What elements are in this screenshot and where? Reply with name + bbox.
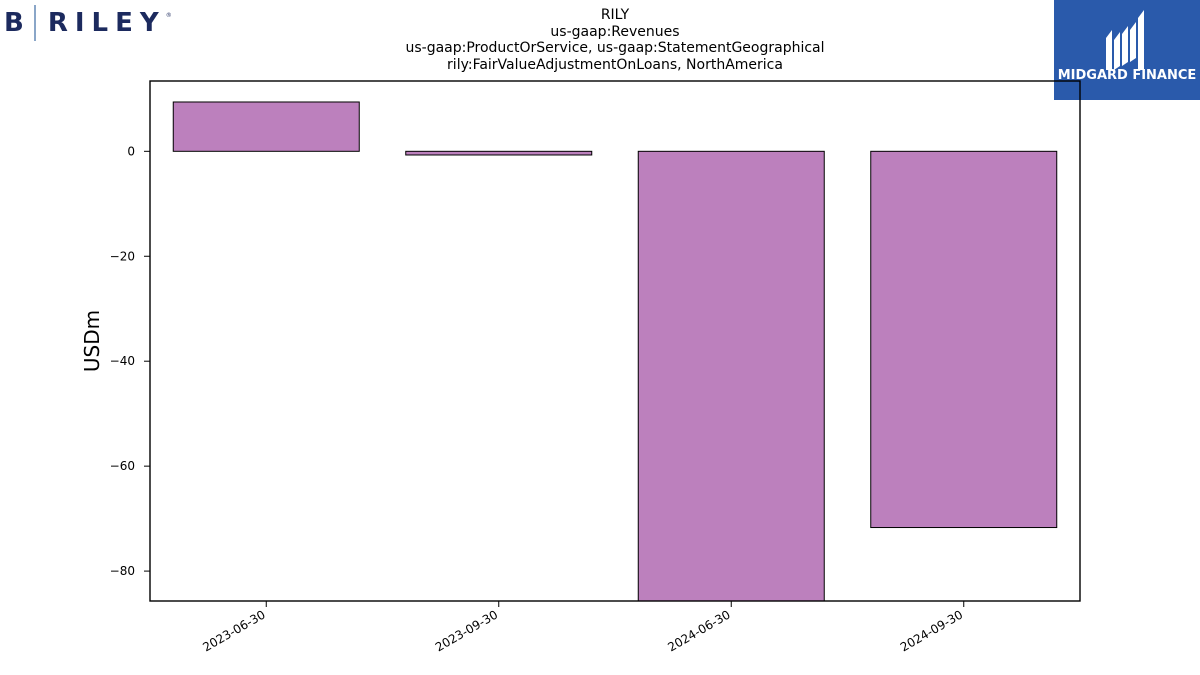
midgard-emblem-icon [1106,10,1144,70]
logo-riley-text: RILEY [47,8,166,38]
x-tick-label: 2023-06-30 [200,607,267,654]
x-tick-label: 2024-09-30 [898,607,965,654]
chart-title-line-2: us-gaap:Revenues [550,23,680,40]
chart-title-line-4: rily:FairValueAdjustmentOnLoans, NorthAm… [447,56,783,73]
logo-registered-mark: ® [165,12,172,19]
bar-2024-09-30 [870,150,1058,529]
y-axis-label: USDm [80,309,104,373]
chart-title: RILY us-gaap:Revenues us-gaap:ProductOrS… [0,7,1200,73]
logo-b-letter: B [4,8,24,38]
bar-2024-06-30 [637,150,825,601]
chart-title-line-3: us-gaap:ProductOrService, us-gaap:Statem… [405,40,825,56]
y-tick-label: −40 [110,354,135,368]
x-tick-label: 2023-09-30 [433,607,500,654]
bar-2023-06-30 [172,101,360,152]
bar-2023-09-30 [405,150,593,156]
plot-frame [149,80,1081,602]
chart-title-line-1: RILY [600,7,630,23]
x-tick-label: 2024-06-30 [665,607,732,654]
y-tick-label: 0 [127,144,135,158]
midgard-caption: MIDGARD FINANCE [1057,68,1197,83]
b-riley-logo: B RILEY ® [4,4,194,42]
y-tick-label: −60 [110,459,135,473]
y-tick-label: −80 [110,564,135,578]
y-tick-label: −20 [110,249,135,263]
logo-divider [33,5,36,41]
midgard-finance-logo: MIDGARD FINANCE [1054,0,1200,100]
